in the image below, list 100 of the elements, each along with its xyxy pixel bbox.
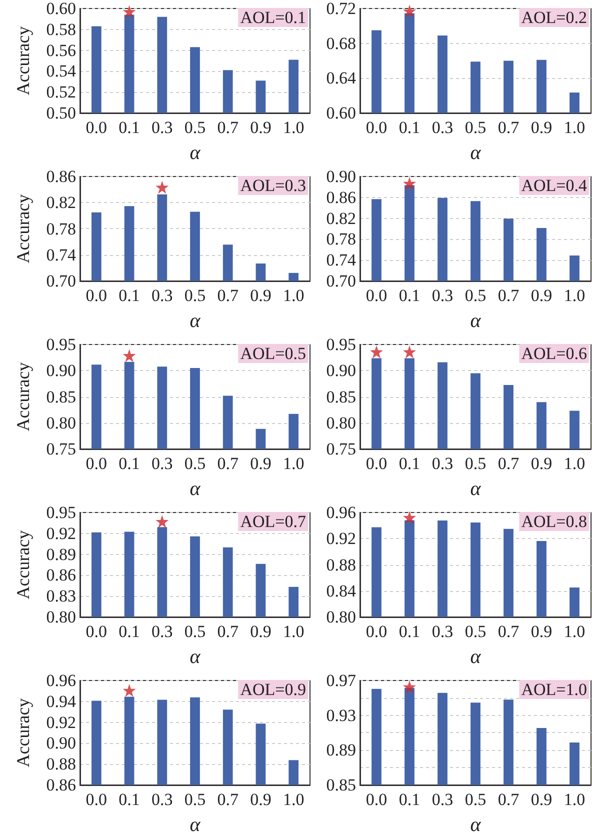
y-tick-label: 0.92 bbox=[326, 529, 356, 548]
x-axis-title: α bbox=[190, 478, 201, 500]
y-tick-label: 0.95 bbox=[46, 503, 76, 522]
x-tick-label: 1.0 bbox=[564, 118, 586, 137]
y-tick-label: 0.70 bbox=[326, 272, 356, 290]
y-tick-label: 0.90 bbox=[46, 734, 76, 753]
x-tick-label: 1.0 bbox=[564, 454, 586, 473]
y-tick-label: 0.80 bbox=[326, 608, 356, 626]
x-tick-label: 0.0 bbox=[366, 118, 388, 137]
x-tick-label: 0.7 bbox=[217, 286, 239, 305]
y-tick-label: 0.94 bbox=[46, 692, 76, 711]
x-tick-label: 1.0 bbox=[564, 622, 586, 641]
x-tick-label: 0.0 bbox=[366, 286, 388, 305]
x-tick-label: 1.0 bbox=[282, 118, 304, 137]
x-tick-label: 0.5 bbox=[184, 286, 206, 305]
y-tick-label: 0.90 bbox=[326, 167, 356, 186]
y-tick-label: 0.75 bbox=[326, 440, 356, 458]
x-tick-label: 0.5 bbox=[464, 622, 486, 641]
y-tick-label: 0.88 bbox=[326, 555, 356, 574]
annotation: AOL=0.6 bbox=[521, 344, 588, 363]
y-axis-title: Accuracy bbox=[13, 530, 33, 600]
x-tick-label: 1.0 bbox=[282, 790, 304, 809]
x-tick-label: 0.3 bbox=[432, 454, 454, 473]
x-tick-label: 1.0 bbox=[282, 454, 304, 473]
x-tick-label: 0.1 bbox=[398, 454, 420, 473]
x-tick-label: 0.5 bbox=[464, 454, 486, 473]
x-tick-label: 0.7 bbox=[217, 790, 239, 809]
x-tick-label: 1.0 bbox=[564, 286, 586, 305]
y-tick-label: 0.78 bbox=[326, 230, 356, 249]
y-tick-label: 0.82 bbox=[326, 208, 356, 228]
y-tick-label: 0.80 bbox=[46, 608, 76, 626]
x-tick-label: 0.3 bbox=[152, 454, 173, 473]
x-tick-label: 1.0 bbox=[282, 286, 304, 305]
x-tick-label: 0.1 bbox=[118, 790, 140, 809]
x-tick-label: 0.5 bbox=[464, 790, 486, 809]
x-tick-label: 0.7 bbox=[217, 118, 239, 137]
x-tick-label: 0.7 bbox=[498, 790, 520, 809]
y-tick-label: 0.96 bbox=[326, 503, 356, 522]
y-tick-label: 0.90 bbox=[46, 361, 76, 380]
x-tick-label: 0.0 bbox=[366, 790, 388, 809]
y-tick-label: 0.74 bbox=[46, 245, 76, 264]
x-tick-label: 0.9 bbox=[530, 790, 552, 809]
x-tick-label: 1.0 bbox=[282, 622, 304, 641]
y-tick-label: 0.80 bbox=[326, 413, 356, 432]
annotation: AOL=0.4 bbox=[521, 176, 588, 195]
y-tick-label: 0.60 bbox=[326, 104, 356, 122]
y-tick-label: 0.92 bbox=[46, 712, 76, 732]
y-tick-label: 0.82 bbox=[46, 193, 76, 212]
x-tick-label: 0.0 bbox=[86, 286, 108, 305]
y-tick-label: 0.86 bbox=[46, 566, 76, 585]
x-tick-label: 0.1 bbox=[118, 118, 140, 137]
y-tick-label: 0.52 bbox=[46, 82, 76, 102]
x-tick-label: 0.1 bbox=[398, 622, 420, 641]
annotation: AOL=0.2 bbox=[521, 8, 588, 27]
y-tick-label: 0.85 bbox=[326, 387, 356, 406]
x-tick-label: 0.7 bbox=[217, 454, 239, 473]
x-tick-label: 0.3 bbox=[432, 118, 454, 137]
y-axis-title: Accuracy bbox=[13, 698, 33, 768]
x-axis-title: α bbox=[190, 310, 201, 332]
y-tick-label: 0.58 bbox=[46, 20, 76, 39]
x-axis-title: α bbox=[470, 310, 482, 332]
x-tick-label: 0.0 bbox=[86, 622, 108, 641]
x-axis-title: α bbox=[470, 478, 482, 500]
y-tick-label: 0.89 bbox=[46, 544, 76, 564]
x-tick-label: 0.5 bbox=[184, 790, 206, 809]
x-tick-label: 0.3 bbox=[152, 118, 173, 137]
x-tick-label: 0.3 bbox=[152, 622, 173, 641]
y-tick-label: 0.72 bbox=[326, 0, 356, 18]
x-tick-label: 0.3 bbox=[432, 622, 454, 641]
x-tick-label: 0.9 bbox=[250, 454, 272, 473]
y-tick-label: 0.93 bbox=[326, 706, 356, 725]
y-tick-label: 0.95 bbox=[326, 335, 356, 354]
y-tick-label: 0.54 bbox=[46, 62, 76, 81]
x-tick-label: 0.3 bbox=[432, 790, 454, 809]
x-tick-label: 0.9 bbox=[530, 118, 552, 137]
y-axis-title: Accuracy bbox=[13, 26, 33, 96]
x-tick-label: 1.0 bbox=[564, 790, 586, 809]
annotation: AOL=1.0 bbox=[521, 680, 588, 699]
x-tick-label: 0.5 bbox=[184, 622, 206, 641]
annotation: AOL=0.9 bbox=[240, 680, 306, 699]
x-tick-label: 0.5 bbox=[464, 118, 486, 137]
x-tick-label: 0.3 bbox=[152, 286, 173, 305]
y-tick-label: 0.78 bbox=[46, 219, 76, 238]
x-tick-label: 0.1 bbox=[398, 286, 420, 305]
x-tick-label: 0.9 bbox=[250, 118, 272, 137]
x-tick-label: 0.1 bbox=[398, 790, 420, 809]
x-tick-label: 0.5 bbox=[184, 118, 206, 137]
x-tick-label: 0.1 bbox=[398, 118, 420, 137]
x-tick-label: 0.0 bbox=[366, 454, 388, 473]
y-tick-label: 0.60 bbox=[46, 0, 76, 18]
x-tick-label: 0.7 bbox=[498, 454, 520, 473]
y-tick-label: 0.95 bbox=[46, 335, 76, 354]
y-tick-label: 0.85 bbox=[46, 387, 76, 406]
y-tick-label: 0.56 bbox=[46, 40, 76, 60]
annotation: AOL=0.8 bbox=[521, 512, 588, 531]
y-tick-label: 0.68 bbox=[326, 34, 356, 53]
x-tick-label: 0.9 bbox=[250, 622, 272, 641]
x-axis-title: α bbox=[470, 814, 482, 835]
x-tick-label: 0.0 bbox=[366, 622, 388, 641]
y-axis-title: Accuracy bbox=[13, 362, 33, 432]
